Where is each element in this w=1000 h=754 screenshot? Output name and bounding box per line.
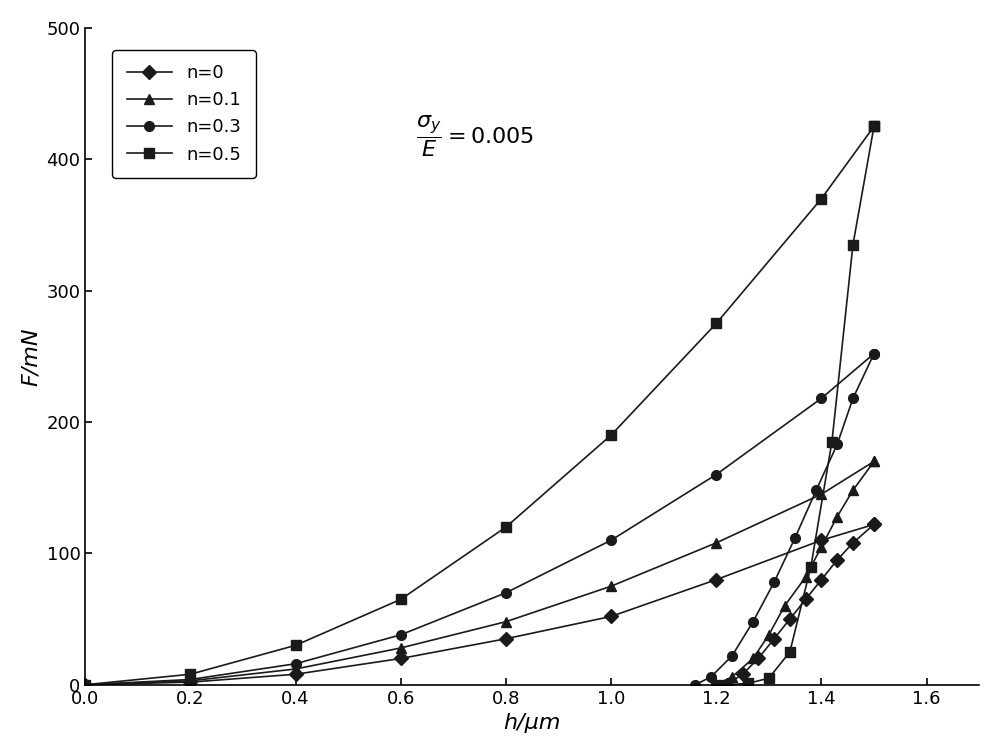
n=0.5 [815,194,827,203]
n=0.1 [868,457,880,466]
n=0.1 [79,680,91,689]
n=0.1 [779,602,791,611]
n=0 [868,520,880,529]
n=0.5 [763,673,775,682]
n=0.3 [79,680,91,689]
Y-axis label: F/mN: F/mN [21,327,41,385]
n=0 [768,634,780,643]
n=0 [815,535,827,544]
Line: n=0.3: n=0.3 [80,349,879,690]
n=0 [752,654,764,663]
n=0.5 [710,680,722,689]
n=0.5 [721,680,733,689]
n=0 [605,612,617,621]
n=0.5 [868,122,880,131]
n=0.5 [710,319,722,328]
X-axis label: h/μm: h/μm [504,713,561,733]
n=0.5 [805,562,817,571]
n=0 [79,680,91,689]
n=0.3 [726,651,738,661]
n=0.3 [500,588,512,597]
Line: n=0.5: n=0.5 [80,121,879,690]
n=0.3 [768,578,780,587]
n=0 [800,595,812,604]
n=0.1 [726,673,738,682]
Line: n=0.1: n=0.1 [80,456,879,690]
Text: $\dfrac{\sigma_y}{E} = 0.005$: $\dfrac{\sigma_y}{E} = 0.005$ [416,113,534,158]
n=0.3 [184,675,196,684]
n=0.5 [784,648,796,657]
n=0.3 [710,470,722,479]
n=0.1 [763,630,775,639]
n=0.3 [810,486,822,495]
n=0.1 [710,538,722,547]
n=0.5 [184,670,196,679]
n=0 [831,556,843,565]
n=0.3 [605,535,617,544]
n=0.3 [847,394,859,403]
n=0.5 [395,595,407,604]
n=0.3 [689,680,701,689]
n=0.5 [742,679,754,688]
n=0 [290,670,302,679]
n=0.3 [789,533,801,542]
n=0.1 [831,512,843,521]
n=0.1 [710,680,722,689]
n=0.5 [826,437,838,446]
n=0.3 [868,349,880,358]
n=0.5 [605,431,617,440]
n=0.1 [184,676,196,685]
n=0.3 [815,394,827,403]
n=0 [784,615,796,624]
n=0.1 [847,486,859,495]
n=0 [710,575,722,584]
n=0 [868,520,880,529]
n=0 [847,538,859,547]
n=0.3 [747,618,759,627]
n=0 [184,678,196,687]
n=0.3 [868,349,880,358]
n=0 [395,654,407,663]
n=0.1 [815,489,827,498]
n=0.1 [395,643,407,652]
n=0 [737,670,749,679]
n=0 [721,680,733,689]
n=0.1 [868,457,880,466]
Line: n=0: n=0 [80,520,879,690]
n=0.1 [500,618,512,627]
n=0.3 [395,630,407,639]
n=0 [815,575,827,584]
n=0.1 [815,542,827,551]
n=0.5 [500,523,512,532]
n=0.5 [868,122,880,131]
n=0.1 [800,572,812,581]
n=0 [500,634,512,643]
n=0.5 [79,680,91,689]
Legend: n=0, n=0.1, n=0.3, n=0.5: n=0, n=0.1, n=0.3, n=0.5 [112,50,256,178]
n=0.5 [847,240,859,249]
n=0.3 [705,673,717,682]
n=0.1 [605,581,617,590]
n=0.1 [290,664,302,673]
n=0.1 [747,654,759,663]
n=0.3 [831,440,843,449]
n=0.5 [290,641,302,650]
n=0.3 [290,659,302,668]
